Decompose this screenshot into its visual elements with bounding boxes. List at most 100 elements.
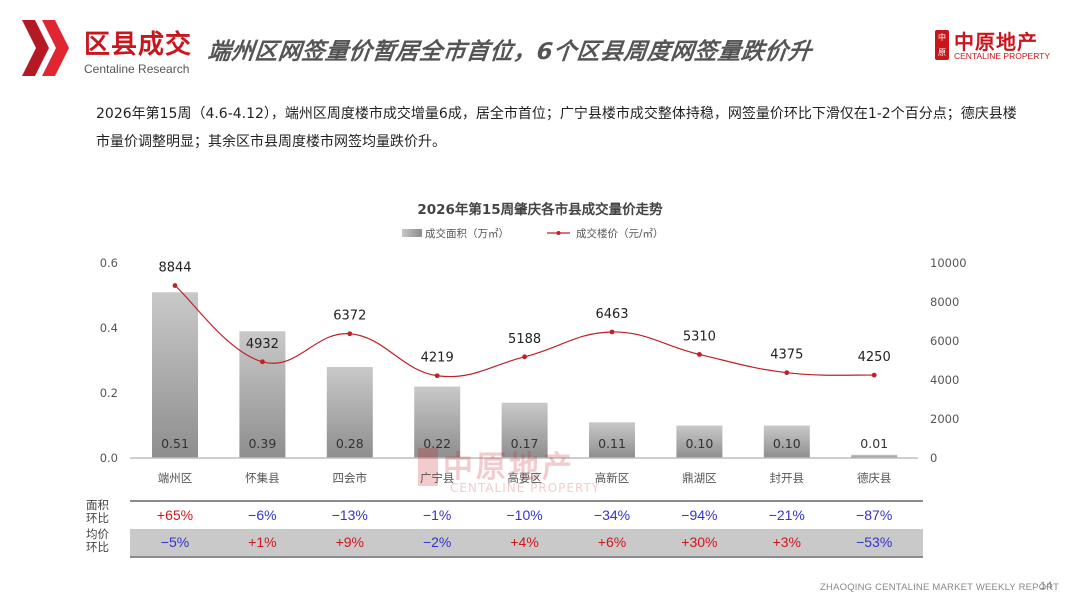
category-label: 广宁县: [420, 471, 455, 485]
footer-report-name: ZHAOQING CENTALINE MARKET WEEKLY REPORT: [820, 582, 1060, 593]
table-cell: −6%: [248, 507, 277, 523]
table-cell: +3%: [772, 534, 801, 550]
price-value-label: 4932: [246, 337, 279, 352]
bar-value-label: 0.01: [860, 436, 888, 451]
price-value-label: 4219: [421, 351, 454, 366]
table-cell: −10%: [506, 507, 543, 523]
svg-text:CENTALINE PROPERTY: CENTALINE PROPERTY: [450, 481, 600, 495]
table-cell: −13%: [331, 507, 368, 523]
table-cell: −34%: [593, 507, 631, 523]
bar: [152, 292, 198, 458]
bar: [414, 386, 461, 458]
bar-value-label: 0.11: [598, 436, 626, 451]
row-label-area-change: 面积 环比: [86, 498, 109, 525]
left-axis: 0.0 0.2 0.4 0.6: [100, 256, 118, 465]
table-cell: +9%: [335, 534, 364, 550]
brand-name-en: CENTALINE PROPERTY: [954, 51, 1051, 61]
category-label: 封开县: [770, 471, 805, 485]
price-value-label: 8844: [158, 261, 191, 276]
right-axis-tick: 0: [930, 451, 937, 465]
bar: [589, 422, 635, 458]
watermark: 中原地产 CENTALINE PROPERTY: [418, 448, 600, 495]
right-axis-tick: 10000: [930, 256, 967, 270]
price-point: [522, 354, 527, 360]
price-value-label: 4250: [858, 350, 891, 365]
bar: [501, 402, 548, 458]
svg-text:中原地产: 中原地产: [443, 450, 575, 485]
bar: [763, 425, 810, 458]
category-label: 德庆县: [857, 471, 892, 485]
right-axis-tick: 2000: [930, 412, 959, 426]
row-label-price-change: 均价 环比: [86, 527, 109, 554]
brand-name-cn: 中原地产: [954, 30, 1038, 54]
price-point: [609, 329, 615, 335]
bar-value-label: 0.39: [248, 436, 276, 451]
price-points: 8844 4932 6372 4219 5188 6463 5310 4375 4250: [158, 261, 891, 379]
bar-value-label: 0.10: [685, 436, 713, 451]
price-point: [434, 373, 440, 379]
left-axis-tick: 0.2: [100, 386, 118, 400]
bar: [676, 425, 723, 458]
bar-value-label: 0.28: [336, 436, 364, 451]
summary-paragraph: 2026年第15周（4.6-4.12），端州区周度楼市成交增量6成，居全市首位；…: [96, 106, 1017, 150]
category-label: 端州区: [158, 471, 193, 485]
price-value-label: 5310: [683, 329, 716, 344]
table-row-price-change: −5% +1% +9% −2% +4% +6% +30% +3% −53%: [130, 529, 923, 558]
legend-bar-swatch: [402, 229, 422, 237]
brand-seal-icon: 中原: [935, 30, 949, 60]
price-point: [871, 372, 877, 378]
left-axis-tick: 0.6: [100, 256, 118, 270]
right-axis-tick: 8000: [930, 295, 959, 309]
right-axis-tick: 6000: [930, 334, 959, 348]
table-cell: +6%: [597, 534, 627, 550]
section-title: 区县成交: [84, 30, 193, 60]
section-subtitle: Centaline Research: [84, 62, 190, 76]
table-cell: −94%: [681, 507, 718, 523]
category-label: 高要区: [507, 471, 542, 485]
bar-value-label: 0.17: [511, 436, 539, 451]
chart-title: 2026年第15周肇庆各市县成交量价走势: [417, 201, 663, 218]
bar-value-label: 0.22: [423, 436, 451, 451]
table-cell: −1%: [422, 507, 452, 523]
bar-series: 0.51 0.39 0.28 0.22 0.17 0.11 0.10 0.10 0.01: [152, 292, 898, 458]
bar: [326, 367, 373, 458]
price-value-label: 5188: [508, 332, 541, 347]
table-cell: +4%: [510, 534, 539, 550]
bar-value-label: 0.51: [161, 436, 189, 451]
right-axis-tick: 4000: [930, 373, 959, 387]
category-label: 高新区: [595, 471, 630, 485]
table-cell: −5%: [160, 534, 190, 550]
price-point: [260, 359, 265, 365]
right-axis: 0 2000 4000 6000 8000 10000: [930, 256, 967, 465]
table-row-area-change: +65% −6% −13% −1% −10% −34% −94% −21% −87%: [130, 500, 923, 531]
table-cell: +65%: [156, 507, 194, 523]
brand-logo: 中原 中原地产 CENTALINE PROPERTY: [935, 28, 1055, 64]
price-value-label: 6463: [595, 307, 628, 322]
legend-bar-label: 成交面积（万㎡）: [425, 227, 509, 240]
page-number: 14: [1040, 580, 1053, 592]
category-label: 鼎湖区: [682, 471, 717, 485]
left-axis-tick: 0.0: [100, 451, 118, 465]
price-point: [784, 370, 790, 376]
price-value-label: 4375: [770, 348, 803, 363]
price-value-label: 6372: [333, 309, 366, 324]
category-label: 四会市: [333, 471, 368, 485]
bar-value-label: 0.10: [773, 436, 801, 451]
bar: [239, 331, 286, 458]
table-cell: −2%: [422, 534, 452, 550]
table-cell: −21%: [768, 507, 805, 523]
chevron-double-right-icon: [22, 20, 69, 76]
table-cell: −87%: [856, 507, 893, 523]
table-cell: +1%: [248, 534, 277, 550]
price-point: [172, 283, 178, 288]
price-point: [347, 331, 353, 337]
chart-legend: 成交面积（万㎡） 成交楼价（元/㎡）: [402, 227, 664, 240]
category-label: 怀集县: [245, 471, 280, 485]
left-axis-tick: 0.4: [100, 321, 118, 335]
legend-line-label: 成交楼价（元/㎡）: [576, 227, 664, 240]
bar: [851, 454, 898, 458]
price-line: [174, 285, 875, 378]
table-cell: +30%: [681, 534, 718, 550]
x-axis-labels: 端州区 怀集县 四会市 广宁县 高要区 高新区 鼎湖区 封开县 德庆县: [158, 471, 892, 485]
